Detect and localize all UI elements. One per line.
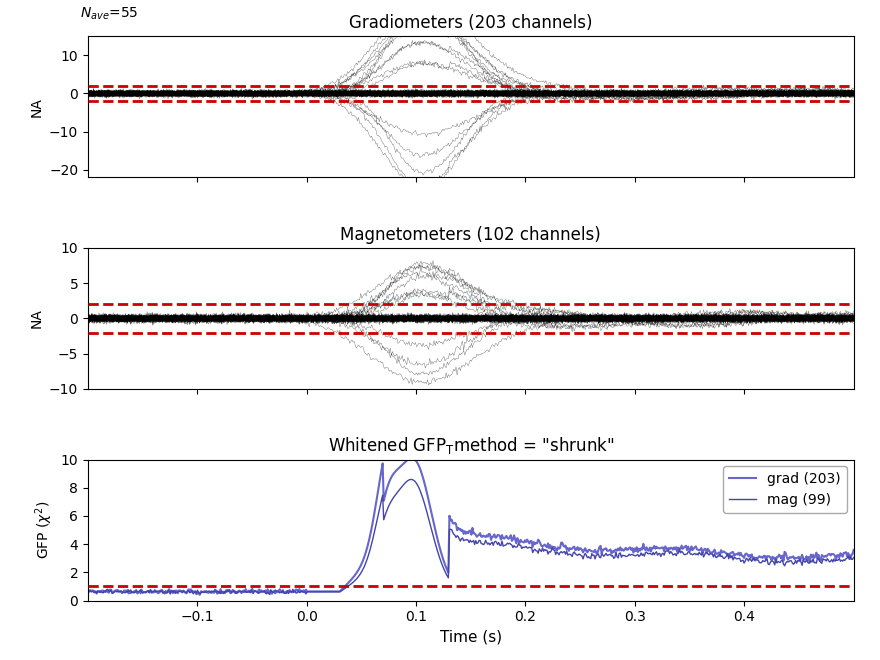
- Y-axis label: NA: NA: [29, 308, 43, 329]
- mag (99): [299, 588, 310, 596]
- grad (203): [406, 454, 416, 462]
- grad (203): [681, 542, 692, 550]
- Y-axis label: NA: NA: [29, 97, 43, 117]
- Y-axis label: GFP ($\chi^2$): GFP ($\chi^2$): [33, 501, 55, 559]
- grad (203): [299, 588, 310, 596]
- grad (203): [588, 548, 598, 556]
- mag (99): [265, 591, 275, 599]
- mag (99): [588, 552, 598, 560]
- Line: mag (99): mag (99): [88, 479, 854, 595]
- mag (99): [326, 588, 336, 596]
- grad (203): [326, 587, 336, 595]
- Line: grad (203): grad (203): [88, 458, 854, 595]
- grad (203): [775, 552, 786, 560]
- mag (99): [406, 475, 416, 483]
- mag (99): [775, 558, 786, 566]
- grad (203): [848, 546, 859, 554]
- mag (99): [848, 554, 859, 562]
- Title: Gradiometers (203 channels): Gradiometers (203 channels): [349, 14, 592, 32]
- Text: $N_{ave}$=55: $N_{ave}$=55: [80, 6, 139, 22]
- mag (99): [271, 587, 282, 595]
- Title: Magnetometers (102 channels): Magnetometers (102 channels): [341, 226, 601, 244]
- Title: Whitened GFP$_{\mathregular{T}}$method = "shrunk": Whitened GFP$_{\mathregular{T}}$method =…: [327, 435, 614, 456]
- grad (203): [194, 591, 205, 599]
- Legend: grad (203), mag (99): grad (203), mag (99): [723, 467, 847, 513]
- grad (203): [271, 587, 282, 595]
- mag (99): [83, 585, 93, 593]
- mag (99): [681, 550, 692, 558]
- grad (203): [83, 589, 93, 597]
- X-axis label: Time (s): Time (s): [440, 630, 502, 645]
